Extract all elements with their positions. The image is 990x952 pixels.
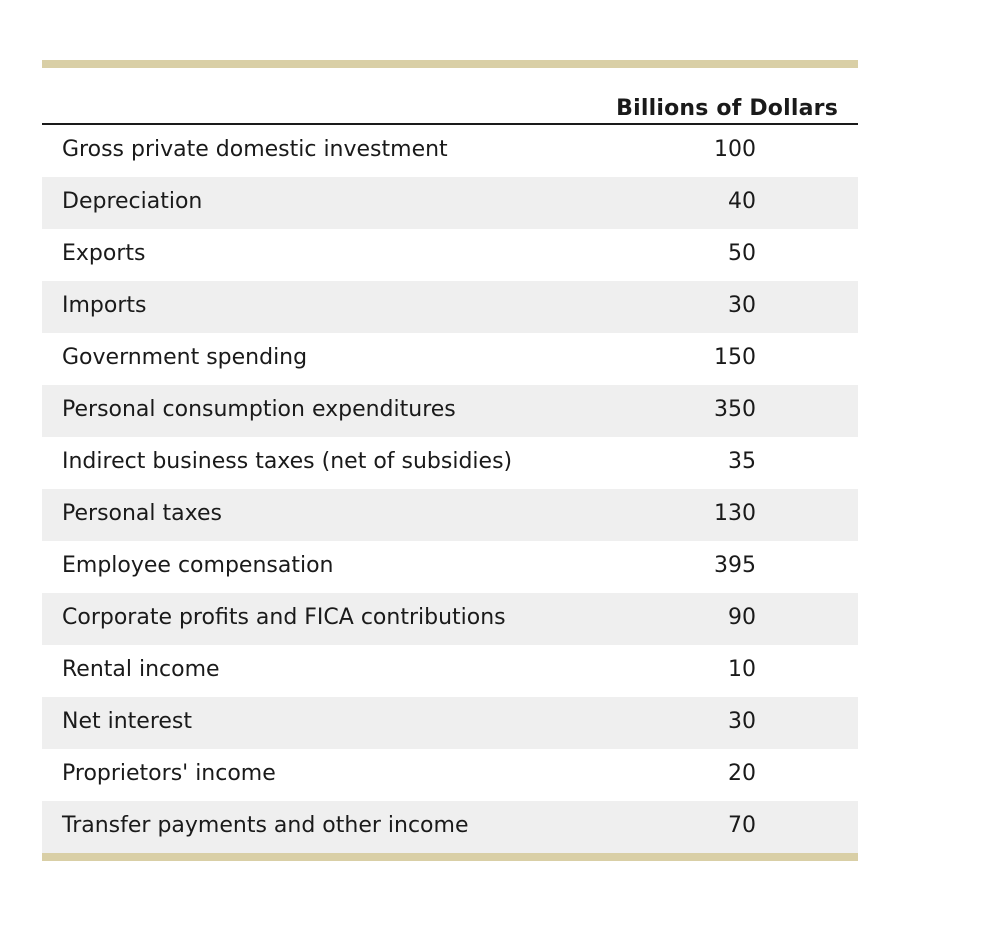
row-value: 150 <box>714 345 756 370</box>
table-header-row: Billions of Dollars <box>42 68 858 125</box>
table-row: Indirect business taxes (net of subsidie… <box>42 437 858 489</box>
row-value: 30 <box>728 293 756 318</box>
row-value: 395 <box>714 553 756 578</box>
table-row: Transfer payments and other income 70 <box>42 801 858 853</box>
table-row: Corporate profits and FICA contributions… <box>42 593 858 645</box>
row-label: Imports <box>62 293 147 318</box>
table-row: Employee compensation 395 <box>42 541 858 593</box>
row-value: 350 <box>714 397 756 422</box>
data-table: Billions of Dollars Gross private domest… <box>42 60 858 861</box>
row-label: Corporate profits and FICA contributions <box>62 605 506 630</box>
row-label: Exports <box>62 241 146 266</box>
row-value: 40 <box>728 189 756 214</box>
table-row: Imports 30 <box>42 281 858 333</box>
row-label: Employee compensation <box>62 553 334 578</box>
table-row: Proprietors' income 20 <box>42 749 858 801</box>
table-row: Government spending 150 <box>42 333 858 385</box>
row-value: 30 <box>728 709 756 734</box>
table-row: Personal taxes 130 <box>42 489 858 541</box>
table-bottom-rule <box>42 853 858 861</box>
row-value: 70 <box>728 813 756 838</box>
table-body: Gross private domestic investment 100 De… <box>42 125 858 853</box>
table-row: Gross private domestic investment 100 <box>42 125 858 177</box>
table-row: Depreciation 40 <box>42 177 858 229</box>
row-label: Indirect business taxes (net of subsidie… <box>62 449 513 474</box>
row-value: 100 <box>714 137 756 162</box>
row-label: Personal taxes <box>62 501 222 526</box>
row-label: Government spending <box>62 345 308 370</box>
column-header-billions-of-dollars: Billions of Dollars <box>616 96 838 121</box>
row-value: 10 <box>728 657 756 682</box>
row-label: Rental income <box>62 657 220 682</box>
row-label: Depreciation <box>62 189 203 214</box>
table-row: Rental income 10 <box>42 645 858 697</box>
row-value: 90 <box>728 605 756 630</box>
table-row: Net interest 30 <box>42 697 858 749</box>
row-label: Transfer payments and other income <box>62 813 469 838</box>
row-value: 20 <box>728 761 756 786</box>
row-value: 35 <box>728 449 756 474</box>
row-label: Proprietors' income <box>62 761 276 786</box>
row-label: Personal consumption expenditures <box>62 397 456 422</box>
row-label: Gross private domestic investment <box>62 137 448 162</box>
row-value: 50 <box>728 241 756 266</box>
row-label: Net interest <box>62 709 193 734</box>
table-row: Personal consumption expenditures 350 <box>42 385 858 437</box>
table-top-rule <box>42 60 858 68</box>
table-row: Exports 50 <box>42 229 858 281</box>
row-value: 130 <box>714 501 756 526</box>
